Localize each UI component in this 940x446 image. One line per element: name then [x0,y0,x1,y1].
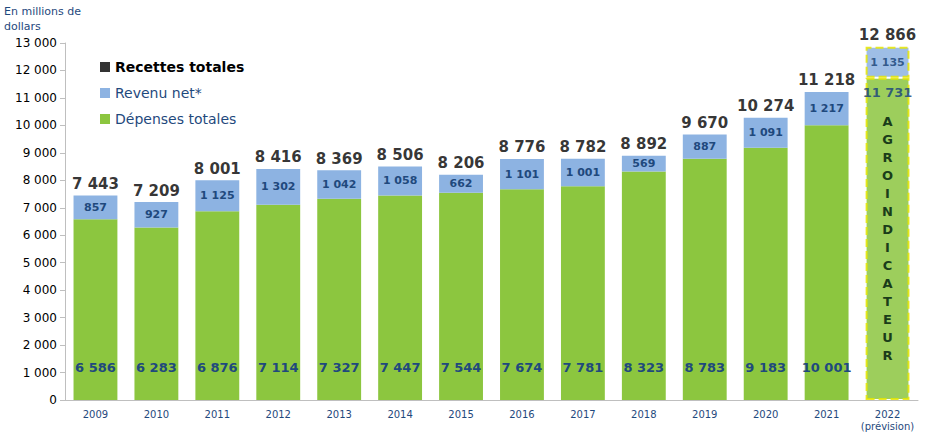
svg-text:7 209: 7 209 [133,182,180,200]
svg-text:2014: 2014 [387,409,412,420]
svg-text:1 101: 1 101 [505,168,539,181]
svg-text:2019: 2019 [692,409,717,420]
svg-text:11 218: 11 218 [798,71,855,89]
svg-text:11 731: 11 731 [863,85,913,100]
svg-text:6 283: 6 283 [136,360,177,375]
svg-text:Revenu net*: Revenu net* [115,85,202,101]
svg-text:10 000: 10 000 [15,118,57,132]
svg-text:6 586: 6 586 [75,360,116,375]
svg-text:857: 857 [84,201,107,214]
svg-text:10 274: 10 274 [737,97,794,115]
svg-text:G: G [882,132,893,147]
svg-text:1 001: 1 001 [566,166,600,179]
svg-text:1 125: 1 125 [200,189,234,202]
svg-text:2017: 2017 [570,409,595,420]
svg-text:N: N [882,204,893,219]
svg-text:9 000: 9 000 [23,146,57,160]
svg-text:7 000: 7 000 [23,201,57,215]
svg-text:1 000: 1 000 [23,366,57,380]
svg-text:5 000: 5 000 [23,256,57,270]
svg-text:927: 927 [145,208,168,221]
svg-text:662: 662 [450,177,473,190]
svg-text:1 091: 1 091 [748,126,782,139]
svg-text:9 670: 9 670 [681,114,728,132]
svg-text:(prévision): (prévision) [861,421,914,432]
svg-text:4 000: 4 000 [23,283,57,297]
svg-text:8 783: 8 783 [684,360,725,375]
svg-text:7 114: 7 114 [258,360,299,375]
svg-text:R: R [883,348,893,363]
svg-text:dollars: dollars [4,20,41,33]
svg-text:O: O [882,168,893,183]
svg-text:2013: 2013 [326,409,351,420]
svg-text:2021: 2021 [814,409,839,420]
svg-text:9 183: 9 183 [745,360,786,375]
svg-text:11 000: 11 000 [15,91,57,105]
svg-text:2010: 2010 [144,409,169,420]
svg-text:8 506: 8 506 [377,146,424,164]
svg-text:8 416: 8 416 [255,148,302,166]
svg-text:2018: 2018 [631,409,656,420]
svg-text:A: A [883,114,893,129]
svg-text:1 135: 1 135 [870,56,904,69]
svg-text:8 323: 8 323 [623,360,664,375]
svg-text:8 206: 8 206 [438,154,485,172]
svg-text:8 892: 8 892 [620,135,667,153]
svg-text:8 776: 8 776 [498,138,545,156]
svg-text:1 058: 1 058 [383,174,417,187]
svg-text:1 217: 1 217 [809,102,843,115]
svg-text:8 000: 8 000 [23,173,57,187]
svg-text:R: R [883,150,893,165]
svg-text:2012: 2012 [266,409,291,420]
svg-text:1 302: 1 302 [261,180,295,193]
svg-text:E: E [883,312,892,327]
svg-text:1 042: 1 042 [322,178,356,191]
svg-text:7 674: 7 674 [502,360,543,375]
svg-text:2020: 2020 [753,409,778,420]
svg-text:12 866: 12 866 [859,26,916,44]
svg-text:2015: 2015 [448,409,473,420]
svg-text:7 447: 7 447 [380,360,421,375]
svg-text:6 000: 6 000 [23,228,57,242]
svg-text:Recettes totales: Recettes totales [115,59,244,75]
svg-text:7 544: 7 544 [441,360,482,375]
svg-text:0: 0 [49,393,57,407]
svg-text:8 782: 8 782 [559,138,606,156]
svg-text:T: T [883,294,892,309]
svg-text:A: A [883,276,893,291]
svg-text:7 327: 7 327 [319,360,360,375]
svg-text:7 781: 7 781 [563,360,604,375]
svg-text:12 000: 12 000 [15,63,57,77]
svg-text:Dépenses totales: Dépenses totales [115,111,236,127]
svg-text:2016: 2016 [509,409,534,420]
svg-text:I: I [885,240,890,255]
svg-text:8 369: 8 369 [316,150,363,168]
svg-text:D: D [882,222,893,237]
svg-text:2009: 2009 [83,409,108,420]
svg-text:2 000: 2 000 [23,338,57,352]
svg-text:6 876: 6 876 [197,360,238,375]
svg-text:7 443: 7 443 [72,175,119,193]
svg-text:En millions de: En millions de [4,5,85,18]
svg-text:10 001: 10 001 [802,360,852,375]
svg-text:C: C [883,258,893,273]
svg-text:8 001: 8 001 [194,160,241,178]
svg-text:569: 569 [632,157,655,170]
svg-text:3 000: 3 000 [23,311,57,325]
svg-text:2011: 2011 [205,409,230,420]
svg-text:887: 887 [693,140,716,153]
svg-text:U: U [882,330,893,345]
svg-text:I: I [885,186,890,201]
svg-text:13 000: 13 000 [15,36,57,50]
svg-text:2022: 2022 [875,409,900,420]
